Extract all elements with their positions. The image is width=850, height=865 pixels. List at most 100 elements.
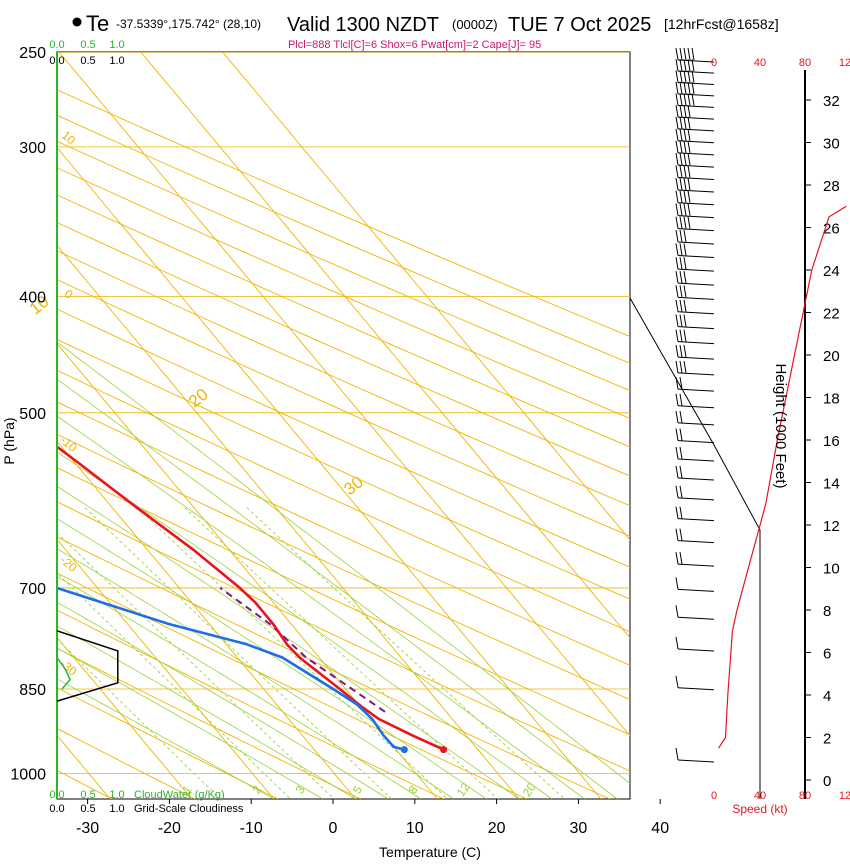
wind-barb-flag (675, 577, 679, 590)
temperature-tick-label: -20 (158, 820, 181, 837)
height-tick-label: 8 (823, 603, 831, 620)
cloudiness-label: Grid-Scale Cloudiness (134, 803, 244, 815)
wind-barb-flag (679, 377, 683, 390)
wind-barb-shaft (677, 282, 715, 286)
temperature-tick-label: 0 (329, 820, 338, 837)
wind-barb-flag (675, 81, 679, 94)
temperature-tick-label: -10 (240, 820, 263, 837)
wind-barb-shaft (677, 563, 715, 567)
speed-tick-bottom: 12 (839, 790, 850, 802)
wind-barb-flag (679, 229, 683, 243)
height-tick-label: 14 (823, 476, 840, 493)
profile-boundary (629, 297, 761, 799)
isotherm-line (57, 146, 602, 799)
wind-barb-flag (675, 446, 679, 460)
pressure-tick-label: 1000 (10, 767, 46, 784)
wind-barb-flag (687, 105, 691, 118)
dry-adiabat-line (57, 167, 630, 419)
isotherm-line (57, 538, 275, 799)
wind-barb-flag (683, 177, 687, 191)
wind-barb-flag (687, 47, 691, 61)
wind-barb-shaft (677, 540, 715, 544)
wind-barb-flag (683, 299, 687, 312)
moist-adiabat-line (57, 378, 618, 799)
wind-barb-flag (679, 93, 683, 106)
temperature-tick-label: 20 (488, 820, 506, 837)
height-tick-label: 0 (823, 773, 831, 790)
wind-barb-shaft (677, 341, 715, 345)
wind-barb-shaft (677, 164, 715, 168)
temperature-tick-label: 30 (570, 820, 588, 837)
speed-tick-bottom: 40 (754, 790, 766, 802)
dry-adiabat-line (57, 114, 630, 364)
wind-barb-flag (679, 428, 683, 441)
wind-barb-shaft (677, 59, 715, 63)
model-label: Te (86, 11, 109, 36)
isotherm-line (57, 636, 193, 799)
cloud-water-tick-bottom: 1.0 (109, 789, 124, 801)
wind-barb-flag (679, 506, 683, 519)
pressure-tick-label: 400 (19, 290, 46, 307)
wind-barb-flag (679, 465, 683, 479)
wind-barb-flag (691, 47, 695, 61)
wind-barb-flag (679, 203, 683, 216)
valid-time: Valid 1300 NZDT (287, 14, 439, 36)
pressure-tick-label: 300 (19, 140, 46, 157)
wind-barb-shaft (677, 104, 715, 108)
wind-barb-flag (675, 329, 679, 342)
wind-barb-flag (683, 229, 687, 243)
wind-barb-flag (687, 177, 691, 191)
wind-barb-shaft (677, 440, 715, 444)
isotherm-label: 30 (340, 472, 367, 499)
isotherm-line (58, 52, 630, 737)
wind-barb-flag (679, 446, 683, 460)
moist-adiabat-line (57, 678, 274, 799)
wind-barb-flag (679, 485, 683, 498)
wind-barb-flag (679, 314, 683, 327)
wind-barb-flag (687, 93, 691, 106)
mixing-ratio-line (246, 507, 565, 799)
wind-barb-flag (679, 329, 683, 342)
height-tick-label: 20 (823, 348, 840, 365)
wind-barb-flag (683, 116, 687, 129)
wind-barb-shaft (677, 311, 715, 315)
wind-barb-flag (683, 47, 687, 61)
wind-barb-flag (675, 285, 679, 298)
wind-barb-flag (683, 128, 687, 141)
cloudiness-profile (56, 630, 119, 702)
height-tick-label: 18 (823, 391, 840, 408)
wind-barb-flag (683, 329, 687, 342)
wind-barb-flag (675, 506, 679, 519)
wind-barb-flag (675, 410, 679, 424)
wind-barb-flag (679, 216, 683, 229)
theta-label: 0 (62, 287, 76, 302)
wind-barb-flag (675, 177, 679, 191)
dry-adiabat-line (57, 687, 279, 799)
wind-barb-flag (675, 257, 679, 270)
location-label: -37.5339°,175.742° (28,10) (116, 17, 261, 31)
wind-barb-flag (683, 165, 687, 178)
height-tick-label: 10 (823, 561, 840, 578)
wind-barb-shaft (677, 268, 715, 272)
height-tick-label: 12 (823, 518, 840, 535)
wind-barb-flag (679, 116, 683, 129)
wind-barb-flag (679, 285, 683, 298)
wind-barb-flag (679, 528, 683, 541)
height-tick-label: 4 (823, 688, 831, 705)
wind-barb-shaft (677, 128, 715, 132)
height-tick-label: 22 (823, 306, 840, 323)
cloud-water-tick-top: 0.0 (49, 39, 64, 51)
wind-barb-flag (675, 203, 679, 216)
wind-barb-flag (675, 47, 679, 61)
height-tick-label: 30 (823, 136, 840, 153)
valid-date: TUE 7 Oct 2025 (508, 14, 651, 36)
wind-barb-flag (691, 81, 695, 94)
wind-barb-flag (683, 93, 687, 106)
wind-barb-flag (683, 105, 687, 118)
wind-barb-flag (683, 153, 687, 166)
cloudiness-tick-top: 1.0 (109, 55, 124, 67)
surface-temperature-point (440, 746, 448, 754)
wind-barb-flag (675, 271, 679, 284)
wind-barb-flag (683, 203, 687, 216)
y-axis-label: P (hPa) (1, 417, 17, 464)
